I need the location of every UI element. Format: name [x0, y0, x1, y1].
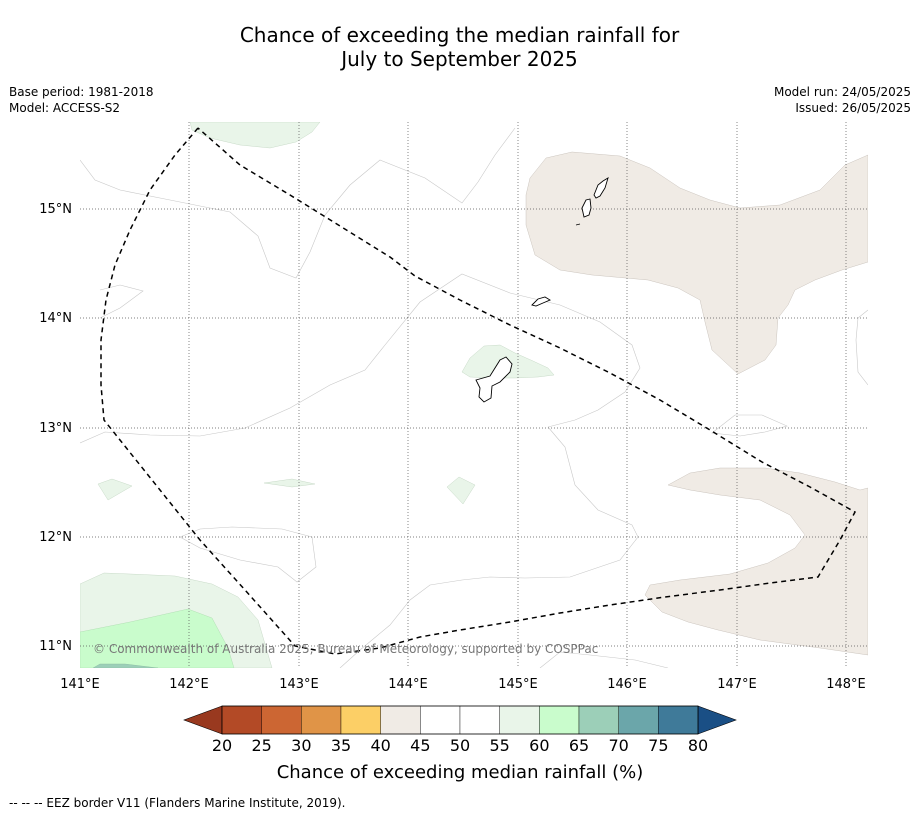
wet-region-small-3	[446, 476, 476, 505]
colorbar-tick-60: 60	[529, 736, 549, 755]
aguijan-island	[575, 223, 581, 226]
colorbar-tick-40: 40	[370, 736, 390, 755]
lon-label-144: 144°E	[388, 677, 428, 692]
meta-left: Base period: 1981-2018 Model: ACCESS-S2	[9, 84, 154, 116]
colorbar-low-extend	[183, 705, 223, 735]
meta-right: Model run: 24/05/2025 Issued: 26/05/2025	[774, 84, 911, 116]
rota-island	[531, 296, 551, 307]
wet-region-north	[189, 122, 321, 149]
model-text: Model: ACCESS-S2	[9, 101, 121, 115]
base-period-text: Base period: 1981-2018	[9, 85, 154, 99]
colorbar-swatch-45-50	[420, 705, 461, 735]
colorbar-tick-75: 75	[648, 736, 668, 755]
colorbar-high-extend	[697, 705, 737, 735]
eez-border	[100, 127, 857, 655]
wet-region-southwest-high	[92, 663, 159, 668]
islands	[475, 177, 609, 403]
lat-label-15: 15°N	[39, 202, 72, 217]
dry-region-northeast	[525, 151, 868, 375]
colorbar-outline	[221, 705, 699, 735]
colorbar-tick-25: 25	[251, 736, 271, 755]
colorbar-swatch-30-35	[301, 705, 342, 735]
lat-label-14: 14°N	[39, 311, 72, 326]
lon-label-143: 143°E	[279, 677, 319, 692]
map-title-line2: July to September 2025	[341, 47, 578, 71]
colorbar-tick-55: 55	[489, 736, 509, 755]
model-run-text: Model run: 24/05/2025	[773, 85, 911, 99]
map-gridlines	[80, 122, 868, 668]
colorbar-tick-45: 45	[410, 736, 430, 755]
lon-label-146: 146°E	[607, 677, 647, 692]
lat-label-13: 13°N	[39, 421, 72, 436]
colorbar-swatch-65-70	[578, 705, 619, 735]
colorbar-tick-70: 70	[608, 736, 628, 755]
colorbar-tick-65: 65	[569, 736, 589, 755]
colorbar-tick-50: 50	[450, 736, 470, 755]
copyright-text: © Commonwealth of Australia 2025, Bureau…	[93, 642, 598, 656]
colorbar-swatch-50-55	[459, 705, 500, 735]
colorbar-swatch-55-60	[499, 705, 540, 735]
tinian-island	[581, 198, 592, 218]
lat-label-12: 12°N	[39, 530, 72, 545]
colorbar-swatch-25-30	[261, 705, 302, 735]
wet-region-small-2	[263, 478, 316, 488]
colorbar-swatch-35-40	[340, 705, 381, 735]
lon-label-145: 145°E	[498, 677, 538, 692]
colorbar-swatch-70-75	[618, 705, 659, 735]
lat-label-11: 11°N	[39, 639, 72, 654]
dry-region-southeast	[644, 467, 868, 656]
colorbar-swatch-60-65	[539, 705, 580, 735]
lon-label-142: 142°E	[169, 677, 209, 692]
colorbar-swatch-40-45	[380, 705, 421, 735]
colorbar-swatch-75-80	[658, 705, 699, 735]
longitude-labels: 141°E 142°E 143°E 144°E 145°E 146°E 147°…	[60, 677, 866, 692]
colorbar-tick-20: 20	[212, 736, 232, 755]
colorbar: 20 25 30 35 40 45 50 55 60 65 70 75 80 Chance of exc…	[183, 705, 737, 783]
lon-label-141: 141°E	[60, 677, 100, 692]
eez-legend-text: -- -- -- EEZ border V11 (Flanders Marine…	[9, 796, 346, 810]
latitude-labels: 15°N 14°N 13°N 12°N 11°N	[39, 202, 72, 654]
guam-island	[475, 356, 513, 403]
colorbar-tick-35: 35	[331, 736, 351, 755]
saipan-island	[593, 177, 609, 199]
wet-region-small-1	[97, 478, 133, 501]
lon-label-148: 148°E	[826, 677, 866, 692]
colorbar-swatch-20-25	[221, 705, 262, 735]
colorbar-tick-30: 30	[291, 736, 311, 755]
colorbar-title: Chance of exceeding median rainfall (%)	[277, 762, 644, 783]
issued-text: Issued: 26/05/2025	[795, 101, 911, 115]
map-plot-area: © Commonwealth of Australia 2025, Bureau…	[80, 122, 868, 668]
wet-region-southwest-mid	[80, 608, 235, 668]
colorbar-tick-80: 80	[688, 736, 708, 755]
contour-lines	[80, 127, 868, 668]
lon-label-147: 147°E	[717, 677, 757, 692]
map-title-line1: Chance of exceeding the median rainfall …	[239, 23, 680, 47]
